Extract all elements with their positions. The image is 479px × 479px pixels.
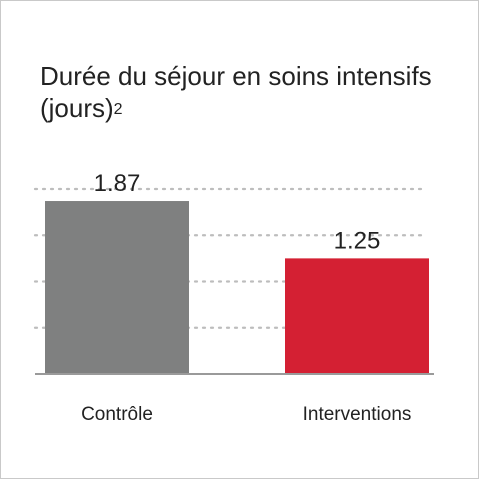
bar-controle	[45, 201, 189, 374]
labels: 1.87 Contrôle 1.25 Interventions	[81, 170, 411, 425]
bar-interventions	[285, 258, 429, 374]
value-label-controle: 1.87	[94, 170, 141, 197]
chart-title-text: Durée du séjour en soins intensifs (jour…	[40, 61, 432, 123]
value-label-interventions: 1.25	[334, 227, 381, 254]
category-label-interventions: Interventions	[303, 404, 412, 425]
category-label-controle: Contrôle	[81, 404, 153, 425]
chart-title-footnote: 2	[113, 101, 123, 118]
bars	[45, 201, 429, 374]
chart-title: Durée du séjour en soins intensifs (jour…	[40, 60, 440, 124]
